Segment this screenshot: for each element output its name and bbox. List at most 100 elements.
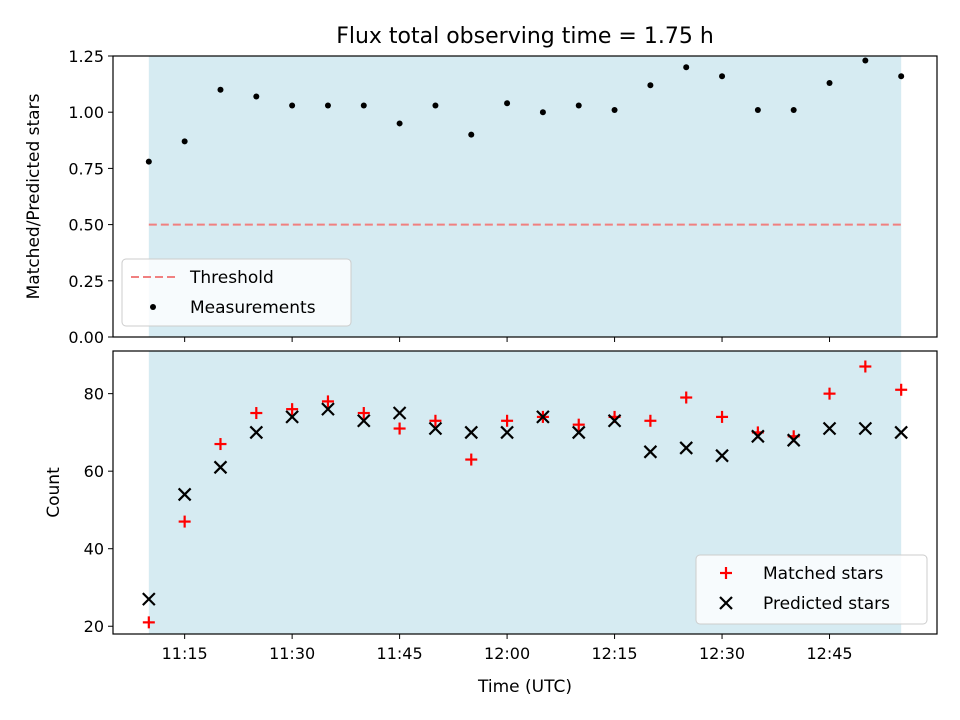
measurement-point (683, 64, 690, 71)
measurement-point (826, 79, 833, 86)
legend-threshold-label: Threshold (189, 268, 274, 288)
predicted-star-point (285, 410, 299, 424)
bottom-panel: 20 40 60 80 11:15 11:30 11:45 12:00 12:15 12:30 12… (44, 350, 938, 697)
x-diag-b (858, 421, 873, 436)
measurement-point (754, 106, 761, 113)
x-diag-b (177, 487, 192, 502)
measurement-point (432, 102, 439, 109)
axes-frame (112, 55, 938, 338)
x-diag-b (249, 425, 264, 440)
x-diag-b (751, 429, 765, 444)
matched-star-point (716, 410, 729, 423)
matched-star-point (895, 383, 908, 396)
matched-star-point (357, 407, 370, 420)
predicted-star-point (464, 425, 479, 440)
y-tick-label: 0.25 (68, 272, 104, 291)
predicted-star-point (392, 406, 407, 420)
predicted-star-point (822, 421, 837, 436)
predicted-star-point (357, 414, 371, 428)
y-tick-label: 1.00 (68, 103, 104, 122)
x-diag-b (607, 414, 622, 428)
x-diag-b (142, 592, 156, 606)
measurement-point (468, 131, 475, 138)
predicted-star-point (643, 445, 658, 459)
x-diag-b (464, 425, 479, 440)
measurement-point (145, 158, 152, 165)
predicted-star-point (679, 441, 693, 455)
matched-star-point (393, 422, 406, 435)
measurement-point (862, 57, 869, 64)
matched-star-point (572, 418, 585, 431)
predicted-star-point (428, 421, 443, 436)
legend-measurements-label: Measurements (190, 298, 316, 318)
matched-star-point (178, 515, 191, 528)
measurement-point (611, 106, 618, 113)
x-diag-b (213, 460, 228, 475)
measurement-point (719, 73, 726, 80)
legend-box (121, 258, 352, 327)
measurement-point (324, 102, 331, 109)
x-diag-b (500, 425, 514, 440)
y-tick-label: 40 (84, 540, 104, 559)
y-tick-label: 80 (84, 385, 104, 404)
measurement-point (790, 106, 797, 113)
x-tick-label: 12:00 (484, 644, 530, 663)
x-tick-label: 12:30 (699, 644, 745, 663)
predicted-star-point (536, 410, 550, 424)
measurement-point (539, 109, 546, 116)
matched-star-point (429, 414, 442, 427)
x-tick-label: 11:30 (269, 644, 315, 663)
y-tick-label: 0.50 (68, 216, 104, 235)
x-tick-label: 11:15 (162, 644, 208, 663)
matched-star-point (465, 453, 478, 466)
x-diag-b (571, 425, 586, 440)
predicted-star-point (751, 429, 765, 444)
matched-star-point (680, 391, 693, 404)
measurement-point (181, 138, 188, 145)
legend-predicted-label: Predicted stars (763, 594, 890, 614)
chart-title: Flux total observing time = 1.75 h (336, 24, 714, 49)
y-axis-label: Count (44, 467, 64, 518)
matched-star-point (501, 414, 514, 427)
x-diag-b (428, 421, 443, 436)
legend-measurements-swatch (150, 304, 156, 310)
predicted-star-point (894, 425, 908, 440)
predicted-star-point (500, 425, 514, 440)
x-diag-b (822, 421, 837, 436)
y-tick-label: 60 (84, 462, 104, 481)
measurement-point (898, 73, 905, 80)
y-axis-label: Matched/Predicted stars (24, 93, 44, 299)
predicted-star-point (249, 425, 264, 440)
x-diag-b (786, 433, 801, 447)
x-tick-label: 12:45 (806, 644, 852, 663)
predicted-star-point (858, 421, 873, 436)
predicted-star-point (607, 414, 622, 428)
x-diag-b (715, 448, 729, 463)
predicted-star-point (321, 402, 335, 416)
predicted-star-point (177, 487, 192, 502)
x-tick-label: 11:45 (377, 644, 423, 663)
matched-star-point (250, 407, 263, 420)
measurement-point (575, 102, 582, 109)
x-axis-label: Time (UTC) (477, 677, 572, 697)
measurement-point (396, 120, 403, 127)
predicted-star-point (786, 433, 801, 447)
matched-star-point (823, 387, 836, 400)
matched-star-point (286, 403, 299, 416)
matched-star-point (644, 414, 657, 427)
x-diag-b (679, 441, 693, 455)
x-diag-b (536, 410, 550, 424)
x-diag-b (321, 402, 335, 416)
measurement-point (253, 93, 260, 100)
y-tick-label: 20 (84, 617, 104, 636)
legend-matched-label: Matched stars (763, 564, 883, 584)
legend-box (695, 554, 928, 625)
legend-top: Threshold Measurements (121, 258, 352, 327)
measurement-point (504, 100, 511, 107)
matched-star-point (142, 616, 155, 629)
x-diag-b (392, 406, 407, 420)
x-diag-b (285, 410, 299, 424)
y-tick-label: 0.75 (68, 159, 104, 178)
top-panel: 0.00 0.25 0.50 0.75 1.00 1.25 Matched/Predicte… (24, 47, 938, 347)
x-tick-label: 12:15 (592, 644, 638, 663)
